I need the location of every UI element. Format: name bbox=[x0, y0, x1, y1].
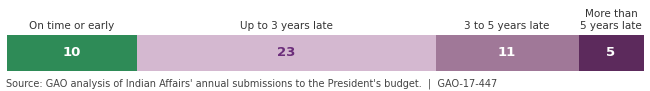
Text: On time or early: On time or early bbox=[29, 21, 114, 31]
Bar bbox=[436, 35, 578, 71]
Text: 5: 5 bbox=[606, 46, 616, 59]
Bar bbox=[6, 35, 136, 71]
Text: 3 to 5 years late: 3 to 5 years late bbox=[464, 21, 550, 31]
Bar bbox=[136, 35, 436, 71]
Text: Source: GAO analysis of Indian Affairs' annual submissions to the President's bu: Source: GAO analysis of Indian Affairs' … bbox=[6, 78, 498, 89]
Text: Up to 3 years late: Up to 3 years late bbox=[240, 21, 332, 31]
Text: More than
5 years late: More than 5 years late bbox=[580, 9, 642, 31]
Text: 23: 23 bbox=[277, 46, 295, 59]
Text: 11: 11 bbox=[498, 46, 516, 59]
Text: 10: 10 bbox=[62, 46, 81, 59]
Bar bbox=[578, 35, 644, 71]
